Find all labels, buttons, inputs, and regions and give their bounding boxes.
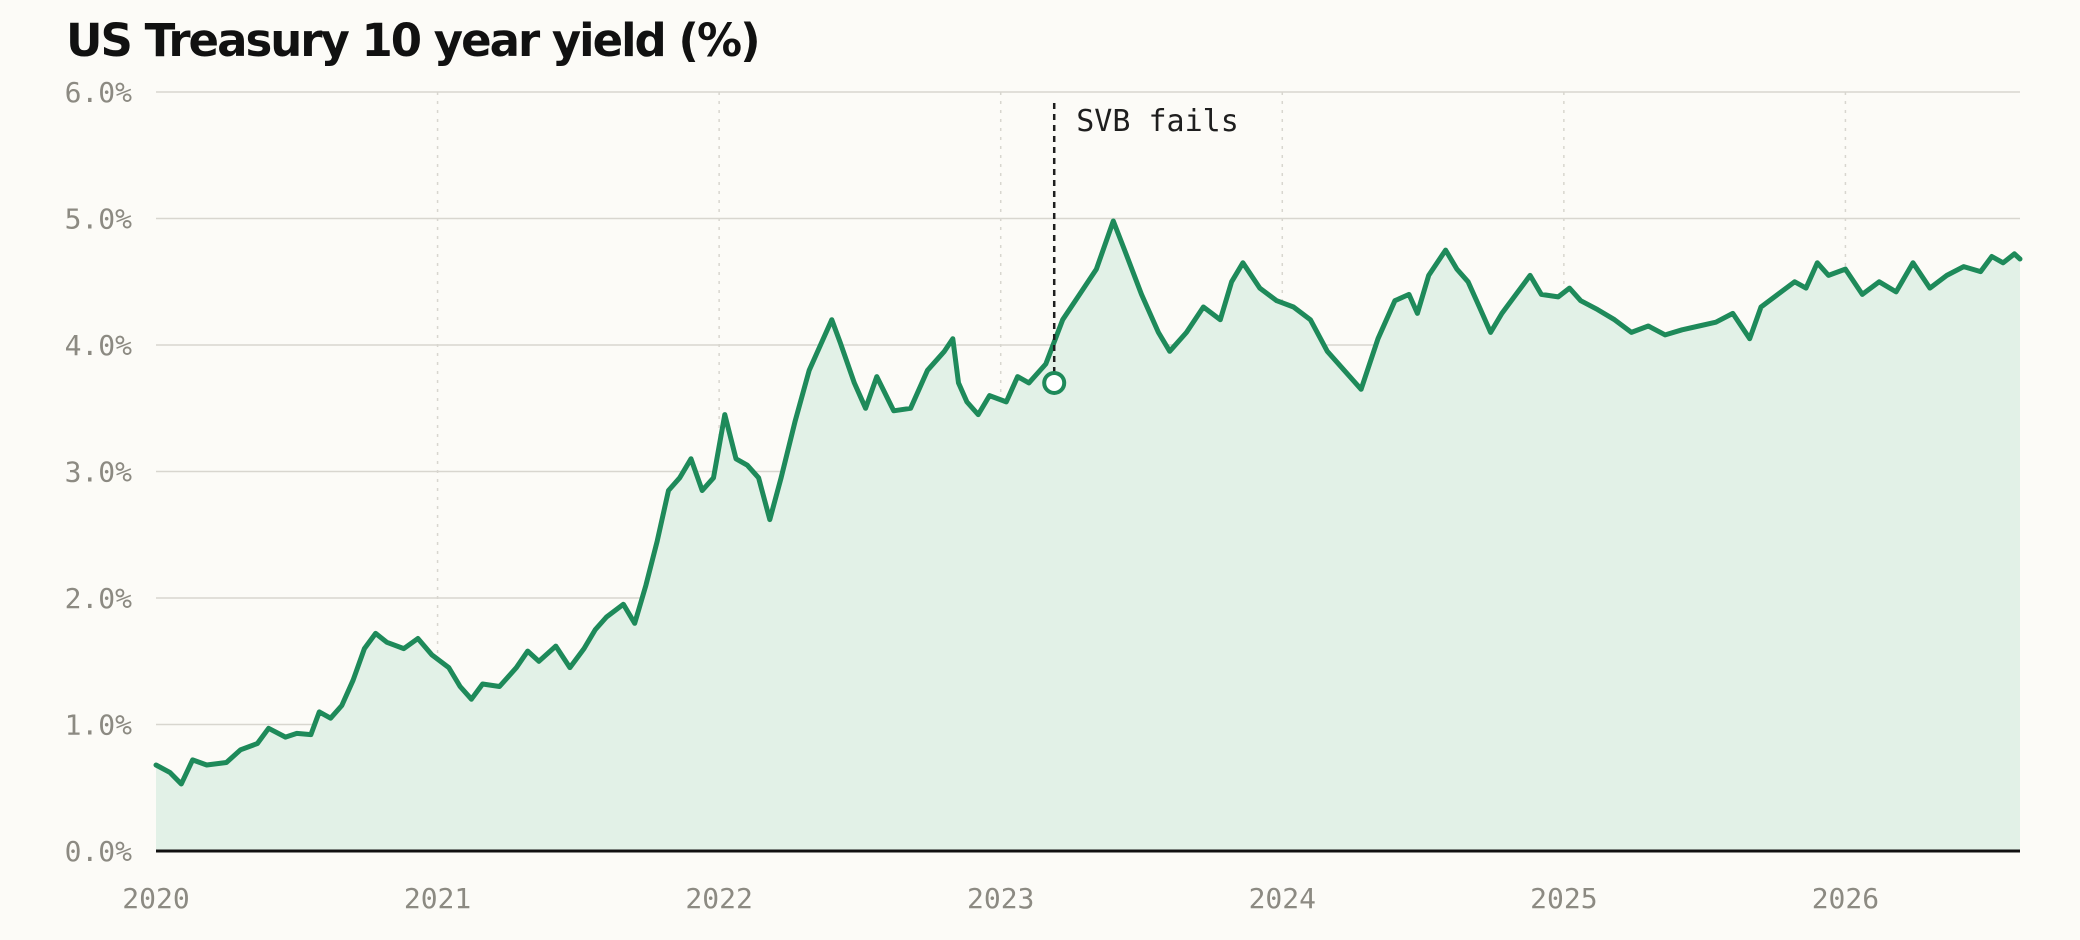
- x-tick-label: 2020: [122, 882, 189, 915]
- x-tick-label: 2022: [685, 882, 752, 915]
- yield-line: [153, 218, 2023, 787]
- x-tick-label: 2026: [1812, 882, 1879, 915]
- x-tick-label: 2024: [1249, 882, 1316, 915]
- annotation-layer: SVB fails: [1042, 103, 1239, 395]
- y-tick-label: 3.0%: [65, 456, 133, 489]
- axis-layer: 0.0% 1.0% 2.0% 3.0% 4.0% 5.0% 6.0% 2020 2021 2022…: [65, 76, 2020, 915]
- area-layer: [153, 218, 2023, 851]
- y-tick-label: 1.0%: [65, 709, 133, 742]
- chart-title: US Treasury 10 year yield (%): [66, 14, 761, 67]
- y-tick-label: 6.0%: [65, 76, 133, 109]
- y-tick-label: 0.0%: [65, 835, 133, 868]
- annotation-label: SVB fails: [1076, 104, 1239, 139]
- y-tick-label: 2.0%: [65, 582, 133, 615]
- yield-area: [156, 221, 2020, 851]
- x-tick-label: 2023: [967, 882, 1034, 915]
- y-tick-label: 4.0%: [65, 329, 133, 362]
- y-tick-label: 5.0%: [65, 203, 133, 236]
- annotation-marker: [1042, 370, 1067, 395]
- x-tick-label: 2025: [1530, 882, 1597, 915]
- x-tick-label: 2021: [404, 882, 471, 915]
